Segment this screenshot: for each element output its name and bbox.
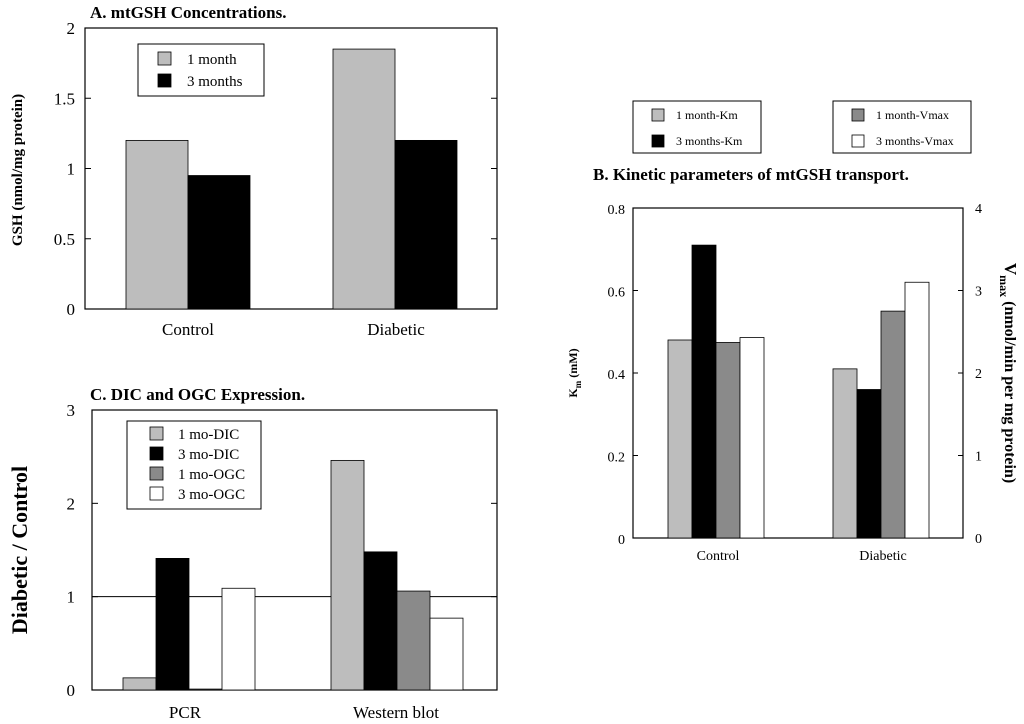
bar-1-month-km-control — [667, 339, 693, 539]
bar-3-mo-dic-western-blot — [363, 551, 398, 691]
panel-c-legend-box — [126, 420, 262, 510]
y-tick-label-0-4: 0.4 — [608, 368, 626, 383]
y-tick-label-2: 2 — [67, 494, 76, 513]
bar-1-month-vmax-diabetic — [880, 310, 906, 539]
y-tick-label-0: 0 — [67, 681, 76, 700]
legend-swatch-3-mo-ogc — [149, 486, 164, 501]
panel-a-category-diabetic: Diabetic — [367, 320, 425, 339]
bar-1-mo-dic-western-blot — [330, 459, 365, 691]
legend-swatch-3-months — [157, 73, 172, 88]
panel-c-bars — [122, 459, 464, 691]
y2-tick-label-1: 1 — [975, 450, 982, 465]
panel-b: 1 month-Km 3 months-Km 1 month-Vmax 3 mo… — [566, 100, 1020, 564]
y-tick-label-2: 2 — [67, 19, 76, 38]
panel-b-legend-vmax: 1 month-Vmax 3 months-Vmax — [832, 100, 972, 154]
bar-1-mo-ogc-western-blot — [396, 590, 431, 691]
bar-1-month-km-diabetic — [832, 368, 858, 539]
panel-c-legend: 1 mo-DIC 3 mo-DIC 1 mo-OGC 3 mo-OGC — [126, 420, 262, 510]
panel-c-plot-frame — [91, 409, 498, 691]
y-tick-label-1: 1 — [67, 160, 76, 179]
panel-b-category-diabetic: Diabetic — [859, 549, 906, 564]
legend-swatch-1-mo-dic — [149, 426, 164, 441]
legend-label-1-month-km: 1 month-Km — [676, 108, 738, 122]
legend-label-1-month: 1 month — [187, 52, 237, 68]
panel-b-y-ticks: 0 0.2 0.4 0.6 0.8 0 1 2 3 4 — [608, 202, 983, 548]
bar-3-months-km-control — [691, 244, 717, 539]
y-tick-label-0-2: 0.2 — [608, 451, 626, 466]
y-tick-label-3: 3 — [67, 401, 76, 420]
legend-label-1-mo-dic: 1 mo-DIC — [178, 427, 239, 443]
bar-3-mo-ogc-western-blot — [429, 617, 464, 691]
legend-label-3-mo-dic: 3 mo-DIC — [178, 447, 239, 463]
y2-tick-label-4: 4 — [975, 202, 982, 217]
legend-swatch-3-months-vmax — [851, 134, 865, 148]
bar-3-months-km-diabetic — [856, 389, 882, 539]
legend-swatch-3-months-km — [651, 134, 665, 148]
legend-label-3-months-vmax: 3 months-Vmax — [876, 134, 954, 148]
bar-1-month-diabetic — [332, 48, 396, 310]
bar-3-months-diabetic — [394, 139, 458, 310]
y-tick-label-1-5: 1.5 — [54, 89, 75, 108]
legend-swatch-1-month — [157, 51, 172, 66]
bar-1-month-control — [125, 139, 189, 310]
bar-3-mo-ogc-pcr — [221, 587, 256, 691]
y2-tick-label-0: 0 — [975, 532, 982, 547]
legend-swatch-3-mo-dic — [149, 446, 164, 461]
panel-c: C. DIC and OGC Expression. Diabetic / Co… — [7, 385, 498, 722]
panel-a: A. mtGSH Concentrations. GSH (nmol/mg pr… — [10, 3, 498, 339]
y-tick-label-0-5: 0.5 — [54, 230, 75, 249]
bar-1-mo-dic-pcr — [122, 677, 157, 691]
y2-tick-label-2: 2 — [975, 367, 982, 382]
bar-3-months-vmax-diabetic — [904, 281, 930, 539]
panel-c-category-western-blot: Western blot — [353, 703, 439, 722]
bar-3-months-control — [187, 175, 251, 310]
panel-a-bars — [125, 48, 458, 310]
bar-3-months-vmax-control — [739, 337, 765, 539]
y-tick-label-0-6: 0.6 — [608, 286, 626, 301]
legend-label-1-month-vmax: 1 month-Vmax — [876, 108, 949, 122]
bar-1-mo-ogc-pcr — [188, 688, 223, 691]
y-tick-label-0: 0 — [618, 533, 625, 548]
y2-tick-label-3: 3 — [975, 285, 982, 300]
panel-a-legend: 1 month 3 months — [137, 43, 265, 97]
panel-c-title: C. DIC and OGC Expression. — [90, 385, 305, 404]
legend-label-3-months-km: 3 months-Km — [676, 134, 743, 148]
bar-3-mo-dic-pcr — [155, 558, 190, 691]
y-tick-label-0-8: 0.8 — [608, 203, 626, 218]
legend-swatch-1-month-km — [651, 108, 665, 122]
panel-b-y-axis-label: Km (mM) — [566, 348, 583, 397]
panel-b-title: B. Kinetic parameters of mtGSH transport… — [593, 165, 909, 184]
panel-a-y-ticks: 0 0.5 1 1.5 2 — [54, 19, 497, 319]
panel-b-legend-km: 1 month-Km 3 months-Km — [632, 100, 762, 154]
bar-1-month-vmax-control — [715, 342, 741, 539]
panel-c-category-pcr: PCR — [169, 703, 202, 722]
legend-label-1-mo-ogc: 1 mo-OGC — [178, 467, 245, 483]
panel-c-y-axis-label: Diabetic / Control — [7, 466, 32, 634]
panel-a-category-control: Control — [162, 320, 214, 339]
panel-a-y-axis-label: GSH (nmol/mg protein) — [10, 94, 26, 246]
panel-b-y2-axis-label: Vmax (nmol/min per mg protein) — [997, 263, 1020, 483]
legend-swatch-1-mo-ogc — [149, 466, 164, 481]
panel-b-bars — [667, 244, 930, 539]
legend-label-3-mo-ogc: 3 mo-OGC — [178, 487, 245, 503]
legend-label-3-months: 3 months — [187, 74, 243, 90]
panel-b-category-control: Control — [697, 549, 740, 564]
y-tick-label-0: 0 — [67, 300, 76, 319]
y-tick-label-1: 1 — [67, 588, 76, 607]
panel-a-title: A. mtGSH Concentrations. — [90, 3, 286, 22]
legend-swatch-1-month-vmax — [851, 108, 865, 122]
